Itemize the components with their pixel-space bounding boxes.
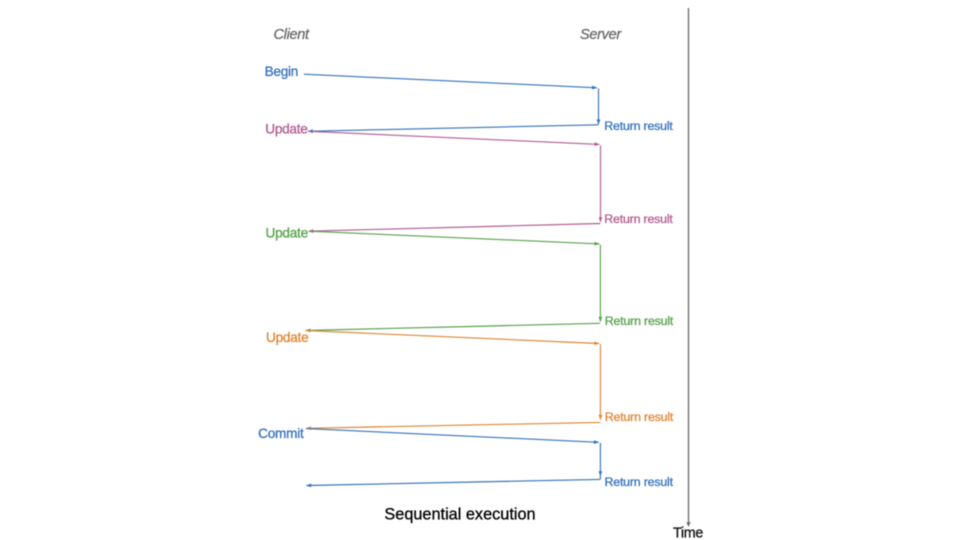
svg-text:Update: Update bbox=[266, 226, 308, 241]
svg-text:Commit: Commit bbox=[258, 426, 304, 441]
svg-text:Return result: Return result bbox=[604, 212, 673, 226]
svg-text:Begin: Begin bbox=[265, 64, 299, 79]
svg-text:Server: Server bbox=[580, 27, 622, 43]
svg-text:Return result: Return result bbox=[604, 119, 673, 133]
svg-text:Time: Time bbox=[673, 526, 703, 540]
svg-text:Return result: Return result bbox=[605, 475, 674, 489]
svg-text:Return result: Return result bbox=[605, 314, 674, 328]
svg-text:Update: Update bbox=[265, 122, 307, 137]
svg-text:Client: Client bbox=[274, 27, 311, 43]
svg-text:Return result: Return result bbox=[605, 410, 674, 424]
svg-text:Sequential execution: Sequential execution bbox=[384, 506, 535, 524]
svg-text:Update: Update bbox=[266, 330, 308, 345]
